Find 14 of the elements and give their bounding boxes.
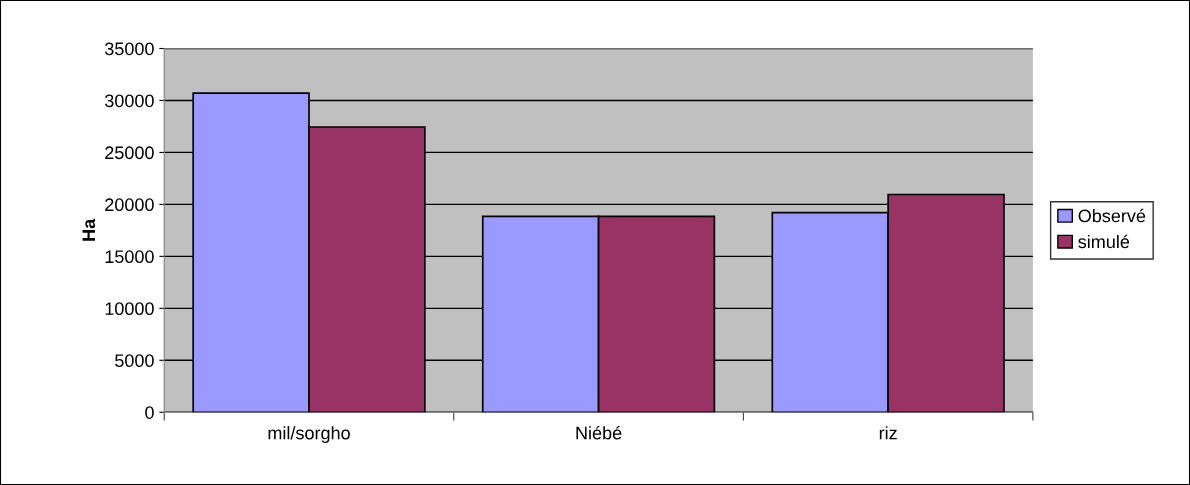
legend-label: simulé [1078,234,1130,249]
x-tick-label: mil/sorgho [268,426,350,443]
y-tick-label: 25000 [105,146,154,160]
y-tick-label: 35000 [104,42,154,56]
y-tick-label: 15000 [105,250,154,264]
y-tick-label: 5000 [115,354,154,368]
legend-label: Observé [1078,208,1146,223]
y-tick-label: 0 [145,406,154,419]
x-tick-label: riz [879,426,897,440]
x-tick-label: Niébé [576,425,622,440]
y-tick-label: 20000 [105,198,154,212]
y-tick-label: 30000 [104,94,154,108]
y-axis-title: Ha [82,218,96,241]
y-tick-label: 10000 [105,302,154,316]
